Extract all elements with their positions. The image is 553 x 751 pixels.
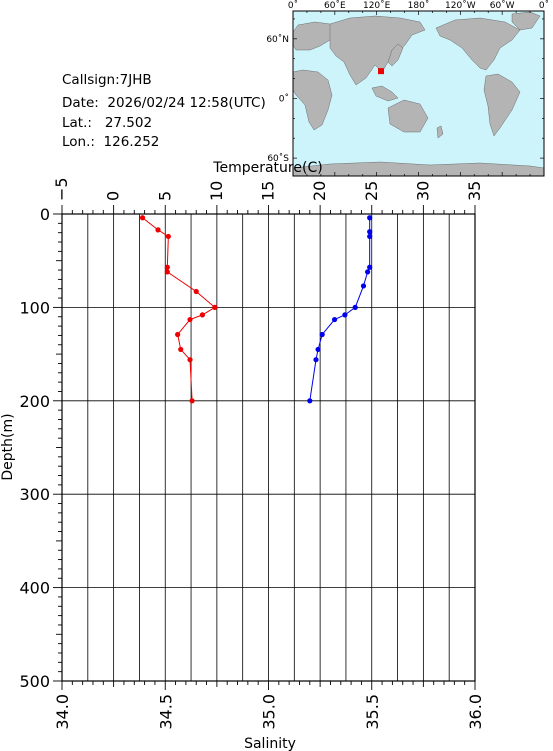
latitude-value: 27.502: [104, 115, 153, 131]
temperature-tick-label: 20: [310, 181, 329, 201]
temperature-data-point: [193, 288, 199, 295]
salinity-tick-label: 35.5: [363, 694, 382, 730]
depth-tick-label: 100: [19, 298, 50, 317]
map-lon-label: 0˚: [539, 0, 549, 11]
temperature-tick-label: −5: [52, 177, 71, 201]
map-land: [292, 11, 545, 177]
temperature-tick-label: 35: [465, 181, 484, 201]
map-lat-labels: 60˚N 0˚ 60˚S: [266, 34, 289, 164]
map-lat-label: 60˚S: [267, 153, 289, 164]
longitude-label: Lon.:: [62, 134, 95, 150]
chart-ticks: [53, 205, 476, 690]
temperature-tick-label: 30: [413, 181, 432, 201]
map-lon-label: 60˚W: [490, 0, 515, 11]
salinity-tick-label: 34.0: [53, 694, 72, 730]
map-lon-label: 60˚E: [324, 0, 346, 11]
salinity-data-point: [367, 233, 373, 240]
temperature-profile-line: [142, 217, 216, 401]
land-japan: [387, 43, 404, 67]
temperature-data-point: [175, 331, 181, 338]
temperature-data-point: [164, 264, 170, 270]
depth-tick-labels: 0 100 200 300 400 500: [19, 205, 50, 691]
land-maritime-se-asia: [371, 85, 399, 102]
temperature-tick-label: 10: [207, 181, 226, 201]
callsign-label: Callsign:: [62, 72, 120, 88]
temperature-axis-title: Temperature(C): [212, 160, 322, 176]
salinity-data-point: [319, 331, 325, 338]
salinity-data-point: [307, 398, 313, 404]
longitude-value: 126.252: [103, 134, 160, 150]
map-lat-label: 0˚: [279, 93, 289, 104]
map-lat-label: 60˚N: [266, 34, 289, 45]
temperature-tick-labels: −5 0 5 10 15 20 25 30 35: [52, 177, 484, 201]
latitude-line: Lat.: 27.502: [62, 115, 152, 131]
land-australia: [387, 99, 429, 133]
map-lon-labels: 0˚ 60˚E 120˚E 180˚ 120˚W 60˚W 0˚: [288, 0, 549, 11]
salinity-data-point: [367, 264, 373, 270]
temperature-data-point: [155, 227, 161, 233]
location-map: 0˚ 60˚E 120˚E 180˚ 120˚W 60˚W 0˚ 60˚N 0˚ 60˚S: [266, 0, 549, 177]
temperature-data-point: [187, 316, 193, 323]
depth-tick-label: 500: [19, 672, 50, 691]
temperature-data-point: [164, 269, 170, 275]
depth-tick-label: 200: [19, 392, 50, 411]
temperature-data-point: [165, 233, 171, 240]
temperature-tick-label: 5: [155, 191, 174, 201]
depth-tick-label: 0: [40, 205, 50, 224]
salinity-profile-line: [309, 217, 371, 401]
station-marker: [378, 68, 385, 75]
callsign-line: Callsign:7JHB: [62, 72, 152, 88]
temperature-data-point: [199, 312, 206, 318]
salinity-data-point: [352, 304, 358, 310]
date-value: 2026/02/24 12:58(UTC): [107, 95, 266, 111]
date-label: Date:: [62, 95, 99, 111]
chart-grid: [61, 214, 476, 681]
depth-tick-label: 300: [19, 485, 50, 504]
salinity-data-point: [313, 357, 319, 363]
map-ticks: [292, 11, 545, 176]
temperature-data-point: [189, 398, 195, 404]
land-africa-europe: [292, 69, 333, 131]
salinity-data-point: [365, 269, 371, 275]
salinity-data-point: [331, 316, 338, 323]
map-lon-label: 0˚: [288, 0, 298, 11]
chart-series: [139, 215, 373, 404]
callsign-value: 7JHB: [119, 72, 152, 88]
land-new-zealand: [436, 125, 444, 139]
salinity-tick-label: 34.5: [156, 694, 175, 730]
depth-axis-title: Depth(m): [0, 413, 16, 480]
temperature-data-point: [212, 304, 218, 310]
salinity-tick-label: 35.0: [260, 694, 279, 730]
map-lon-label: 120˚E: [363, 0, 391, 11]
temperature-tick-label: 25: [362, 181, 381, 201]
salinity-data-point: [342, 312, 348, 318]
latitude-label: Lat.:: [62, 115, 92, 131]
temperature-data-point: [187, 357, 193, 363]
land-south-america: [483, 73, 521, 137]
land-north-america: [435, 17, 521, 71]
depth-tick-label: 400: [19, 579, 50, 598]
salinity-data-point: [360, 283, 367, 289]
salinity-axis-title: Salinity: [244, 736, 296, 751]
temperature-tick-label: 15: [259, 181, 278, 201]
salinity-tick-labels: 34.0 34.5 35.0 35.5 36.0: [53, 694, 485, 730]
longitude-line: Lon.: 126.252: [62, 134, 159, 150]
salinity-data-point: [315, 346, 321, 353]
map-lon-label: 120˚W: [445, 0, 476, 11]
temperature-tick-label: 0: [104, 191, 123, 201]
temperature-data-point: [139, 215, 146, 221]
temperature-data-point: [178, 346, 184, 353]
salinity-data-point: [367, 215, 373, 221]
salinity-tick-label: 36.0: [466, 694, 485, 730]
map-lon-label: 180˚: [408, 0, 430, 11]
salinity-data-point: [367, 229, 373, 235]
date-line: Date: 2026/02/24 12:58(UTC): [62, 95, 266, 111]
